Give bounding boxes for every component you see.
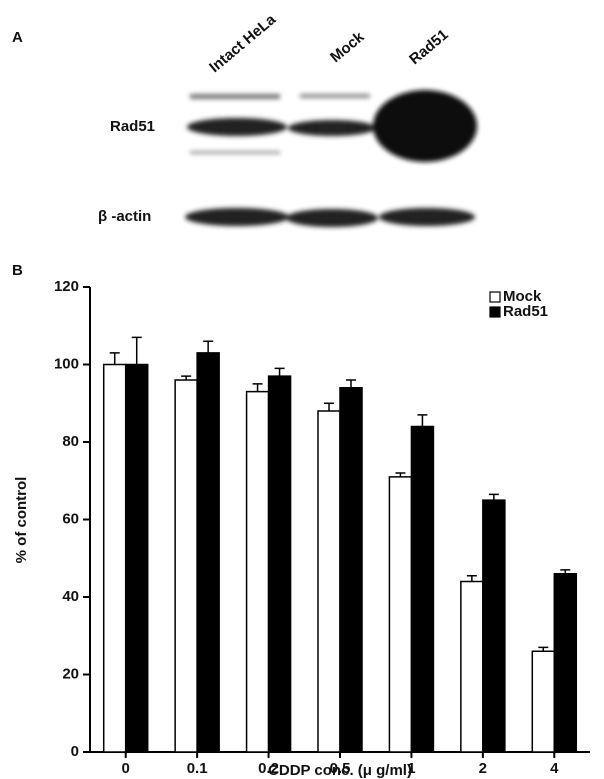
x-tick-label: 0 <box>122 760 130 777</box>
lane-label: Mock <box>327 28 368 66</box>
y-tick-label: 100 <box>54 355 79 372</box>
blot <box>185 90 477 227</box>
x-tick-label: 1 <box>407 760 415 777</box>
lane-label: Rad51 <box>406 26 451 68</box>
error-bar <box>110 353 120 365</box>
error-bar <box>324 403 334 411</box>
error-bar <box>253 384 263 392</box>
y-tick-label: 60 <box>62 510 79 527</box>
error-bar <box>467 576 477 582</box>
legend-swatch <box>490 292 500 302</box>
bar <box>126 365 148 753</box>
page: A Intact HeLa Mock Rad51 Rad51 β -actin … <box>0 0 604 779</box>
band <box>288 120 376 136</box>
band <box>185 208 289 226</box>
bar <box>389 477 411 752</box>
bar <box>247 392 269 752</box>
bar <box>269 376 291 752</box>
panel-label: B <box>12 262 23 279</box>
bar <box>318 411 340 752</box>
error-bar <box>346 380 356 388</box>
legend-label: Rad51 <box>503 303 548 320</box>
panel-label: A <box>12 29 23 46</box>
bar <box>175 380 197 752</box>
error-bar <box>275 368 285 376</box>
error-bar <box>203 341 213 353</box>
figure: A Intact HeLa Mock Rad51 Rad51 β -actin … <box>0 0 604 779</box>
error-bar <box>489 494 499 500</box>
band <box>373 90 477 162</box>
band <box>190 94 280 99</box>
bar <box>483 500 505 752</box>
error-bar <box>417 415 427 427</box>
y-tick-label: 40 <box>62 588 79 605</box>
lane-label: Intact HeLa <box>206 11 279 76</box>
bar <box>340 388 362 752</box>
bar <box>411 427 433 753</box>
row-label: Rad51 <box>110 118 155 135</box>
bar <box>197 353 219 752</box>
bar <box>104 365 126 753</box>
y-tick-label: 80 <box>62 433 79 450</box>
x-tick-label: 2 <box>479 760 487 777</box>
x-tick-label: 0.2 <box>258 760 279 777</box>
y-axis-label: % of control <box>13 477 30 564</box>
band <box>190 151 280 154</box>
y-tick-label: 0 <box>71 743 79 760</box>
bar <box>532 651 554 752</box>
band <box>379 208 475 226</box>
y-tick-label: 120 <box>54 278 79 295</box>
legend-swatch <box>490 307 500 317</box>
y-tick-label: 20 <box>62 665 79 682</box>
band <box>187 118 287 136</box>
band <box>300 94 370 98</box>
row-label: β -actin <box>98 208 151 225</box>
error-bar <box>132 337 142 364</box>
x-tick-label: 0.5 <box>330 760 351 777</box>
band <box>286 209 378 227</box>
x-tick-label: 4 <box>550 760 559 777</box>
bar <box>461 582 483 753</box>
x-tick-label: 0.1 <box>187 760 208 777</box>
bar <box>554 574 576 752</box>
